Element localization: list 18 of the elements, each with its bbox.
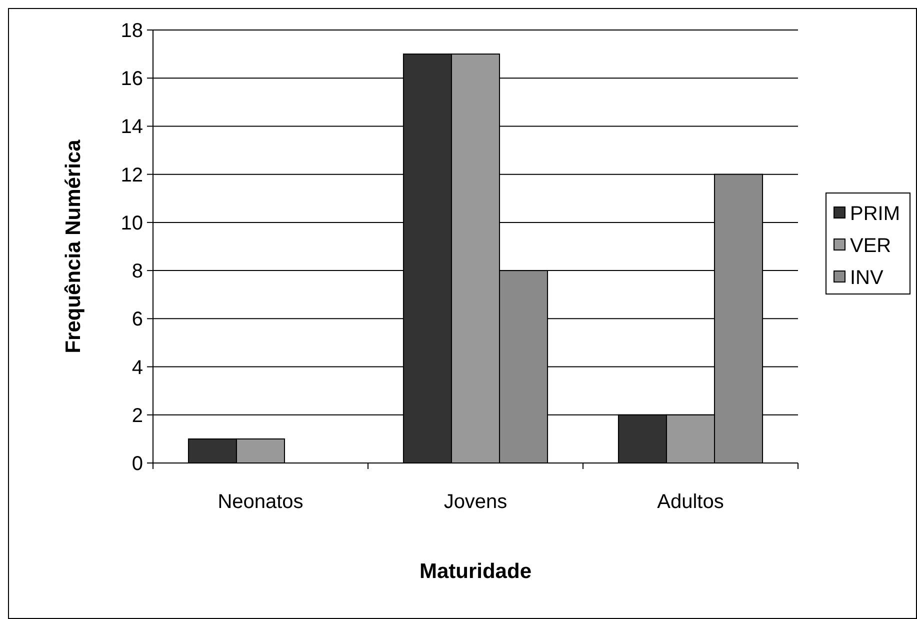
legend-label: INV: [850, 267, 884, 289]
y-tick-label: 10: [120, 212, 143, 234]
y-tick-label: 8: [132, 260, 143, 283]
legend-label: VER: [850, 235, 892, 257]
y-tick-label: 16: [120, 68, 143, 90]
x-tick-label: Neonatos: [218, 491, 304, 513]
y-tick-label: 12: [120, 164, 143, 186]
y-tick-label: 2: [132, 404, 143, 427]
y-tick-label: 18: [120, 20, 143, 42]
legend-label: PRIM: [850, 203, 900, 225]
y-tick-label: 14: [120, 116, 143, 138]
x-tick-label: Jovens: [444, 491, 508, 513]
y-axis-title: Frequência Numérica: [62, 139, 85, 354]
x-tick-label: Adultos: [657, 491, 724, 513]
x-axis-title: Maturidade: [419, 560, 532, 583]
y-tick-label: 6: [132, 308, 143, 331]
y-tick-label: 4: [132, 356, 143, 379]
y-tick-label: 0: [132, 453, 143, 475]
